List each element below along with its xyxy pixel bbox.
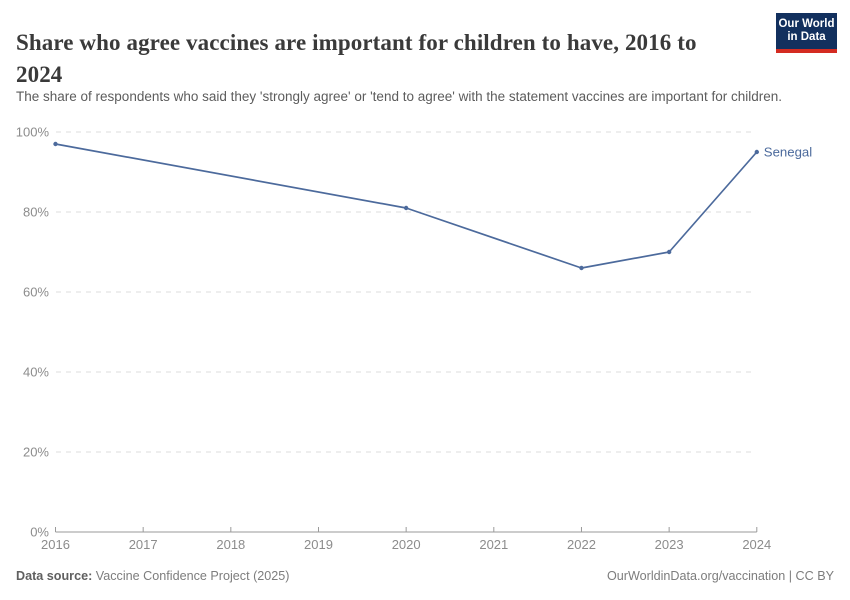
chart-footer: Data source: Vaccine Confidence Project … [16, 568, 834, 584]
y-tick-label: 0% [30, 525, 49, 540]
x-tick-label: 2023 [655, 537, 684, 552]
x-tick-label: 2018 [216, 537, 245, 552]
line-chart-svg: 0% 20% 40% 60% 80% 100% 2016 2017 2018 2019 2020 20… [16, 125, 813, 553]
x-tick-label: 2017 [129, 537, 158, 552]
x-tick-label: 2020 [392, 537, 421, 552]
chart-title: Share who agree vaccines are important f… [16, 30, 697, 88]
y-tick-label: 20% [23, 445, 49, 460]
owid-logo-line1: Our World [778, 18, 835, 30]
footer-attribution: OurWorldinData.org/vaccination | CC BY [606, 569, 834, 583]
chart-area: 0% 20% 40% 60% 80% 100% 2016 2017 2018 2019 2020 20… [0, 118, 850, 558]
data-point-marker [579, 265, 584, 271]
data-point-marker [666, 249, 672, 255]
data-point-marker [403, 205, 409, 211]
y-tick-label: 100% [16, 125, 50, 140]
owid-logo: Our World in Data [776, 13, 837, 53]
x-tick-label: 2022 [567, 537, 596, 552]
data-point-marker [754, 149, 759, 155]
data-source-value: Vaccine Confidence Project (2025) [92, 569, 290, 583]
y-tick-label: 60% [23, 285, 49, 300]
data-source-label: Data source: [16, 569, 93, 583]
data-point-marker [53, 141, 58, 147]
y-tick-label: 40% [23, 365, 49, 380]
x-tick-label: 2021 [479, 537, 508, 552]
x-tick-label: 2019 [304, 537, 333, 552]
x-tick-label: 2016 [41, 537, 70, 552]
owid-logo-line2: in Data [787, 31, 826, 43]
series-end-label: Senegal [764, 145, 812, 160]
x-tick-label: 2024 [742, 537, 771, 552]
y-tick-label: 80% [23, 205, 49, 220]
data-source-note: Data source: Vaccine Confidence Project … [16, 568, 289, 584]
chart-subtitle: The share of respondents who said they '… [16, 88, 782, 104]
